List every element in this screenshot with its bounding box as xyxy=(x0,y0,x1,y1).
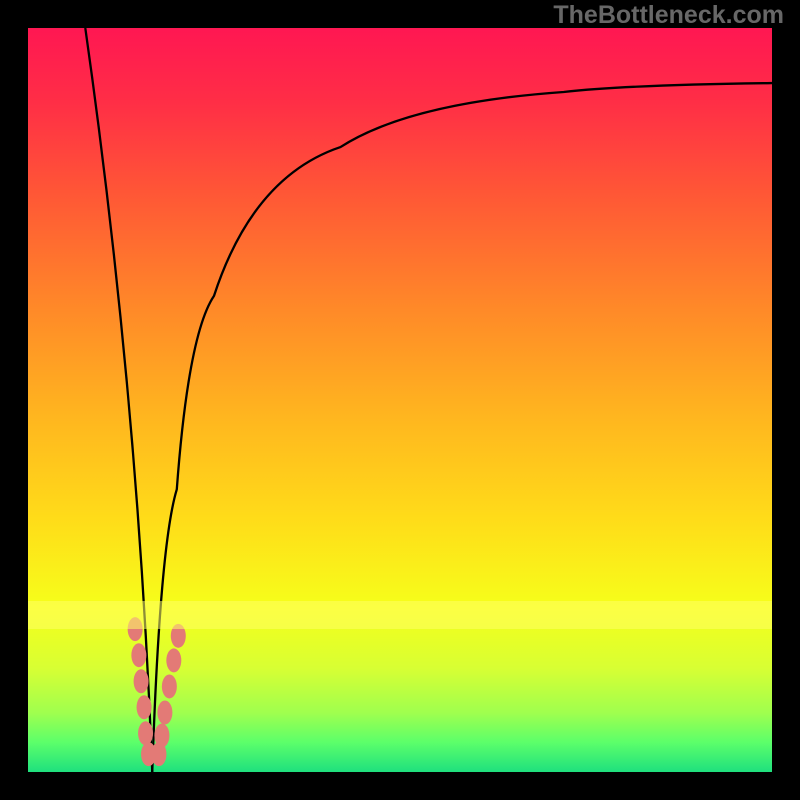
data-marker xyxy=(154,724,169,748)
plot-svg xyxy=(28,28,772,772)
data-marker xyxy=(166,648,181,672)
data-marker xyxy=(162,674,177,698)
plot-background xyxy=(28,28,772,772)
data-marker xyxy=(157,700,172,724)
data-marker xyxy=(134,669,149,693)
watermark-text: TheBottleneck.com xyxy=(553,1,784,30)
curve-right-branch xyxy=(152,83,772,772)
highlight-band xyxy=(28,601,772,629)
data-marker xyxy=(131,643,146,667)
data-marker xyxy=(138,721,153,745)
data-marker xyxy=(137,695,152,719)
